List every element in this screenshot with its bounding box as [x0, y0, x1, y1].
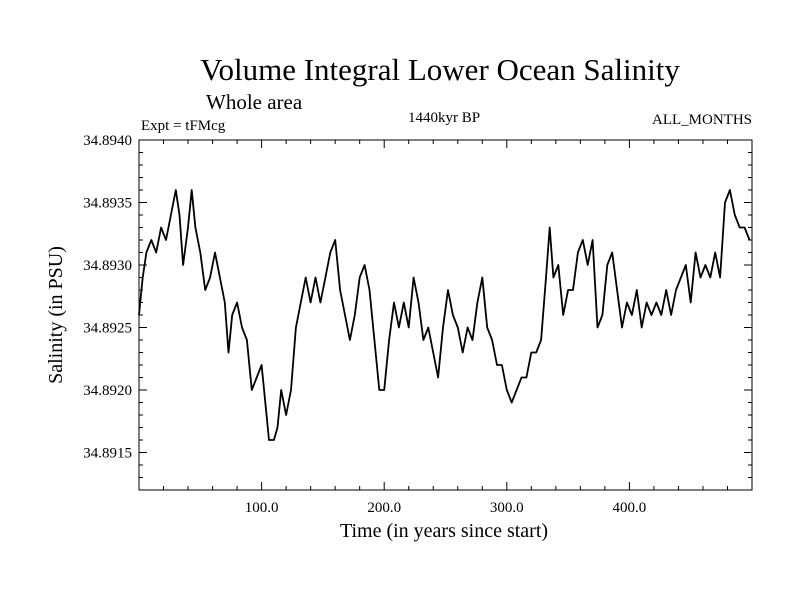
y-axis-label: Salinity (in PSU) — [45, 246, 67, 384]
y-tick-label: 34.8920 — [83, 383, 132, 399]
x-tick-label: 400.0 — [613, 500, 647, 516]
x-axis: 100.0 200.0 300.0 400.0 — [163, 140, 728, 516]
y-tick-label: 34.8925 — [83, 321, 132, 337]
x-tick-label: 200.0 — [367, 500, 401, 516]
y-tick-label: 34.8915 — [83, 446, 132, 462]
chart-title: Volume Integral Lower Ocean Salinity — [200, 52, 680, 87]
chart-subtitle: Whole area — [206, 90, 303, 114]
x-tick-label: 100.0 — [245, 500, 279, 516]
period-label: 1440kyr BP — [408, 110, 480, 126]
y-tick-label: 34.8940 — [83, 133, 132, 149]
plot-area — [138, 189, 751, 441]
y-tick-label: 34.8935 — [83, 196, 132, 212]
x-axis-label: Time (in years since start) — [340, 520, 548, 542]
experiment-label: Expt = tFMcg — [141, 118, 226, 134]
months-label: ALL_MONTHS — [652, 112, 752, 128]
y-axis: 34.8915 34.8920 34.8925 34.8930 34.8935 34.89… — [83, 133, 752, 491]
series-line — [138, 189, 751, 441]
y-tick-label: 34.8930 — [83, 258, 132, 274]
x-tick-label: 300.0 — [490, 500, 524, 516]
